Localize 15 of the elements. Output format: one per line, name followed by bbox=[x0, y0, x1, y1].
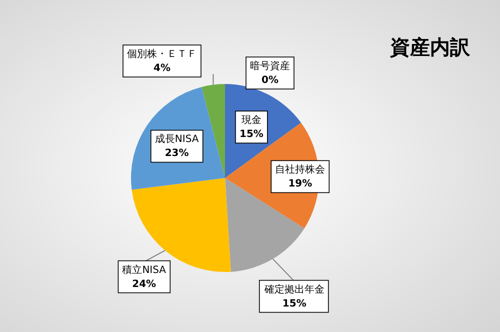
slice-label: 積立NISA bbox=[122, 264, 166, 276]
text: 資産内訳 bbox=[389, 35, 471, 59]
slice-label: 確定拠出年金 bbox=[263, 283, 324, 296]
data-label: 4% bbox=[154, 63, 170, 74]
slice-label: 自社持株会 bbox=[275, 164, 326, 176]
data-label: 15% bbox=[239, 129, 264, 140]
data-label: 15% bbox=[282, 298, 306, 310]
slice-label: 現金 bbox=[241, 114, 262, 126]
data-label: 19% bbox=[288, 178, 312, 190]
text: 0% bbox=[262, 75, 278, 86]
data-label: 23% bbox=[164, 148, 189, 160]
slice-label: 成長NISA bbox=[154, 133, 199, 146]
data-label: 24% bbox=[132, 278, 156, 290]
slice-label: 個別株・ＥＴＦ bbox=[127, 48, 197, 60]
category-label: 暗号資産 bbox=[250, 61, 290, 72]
